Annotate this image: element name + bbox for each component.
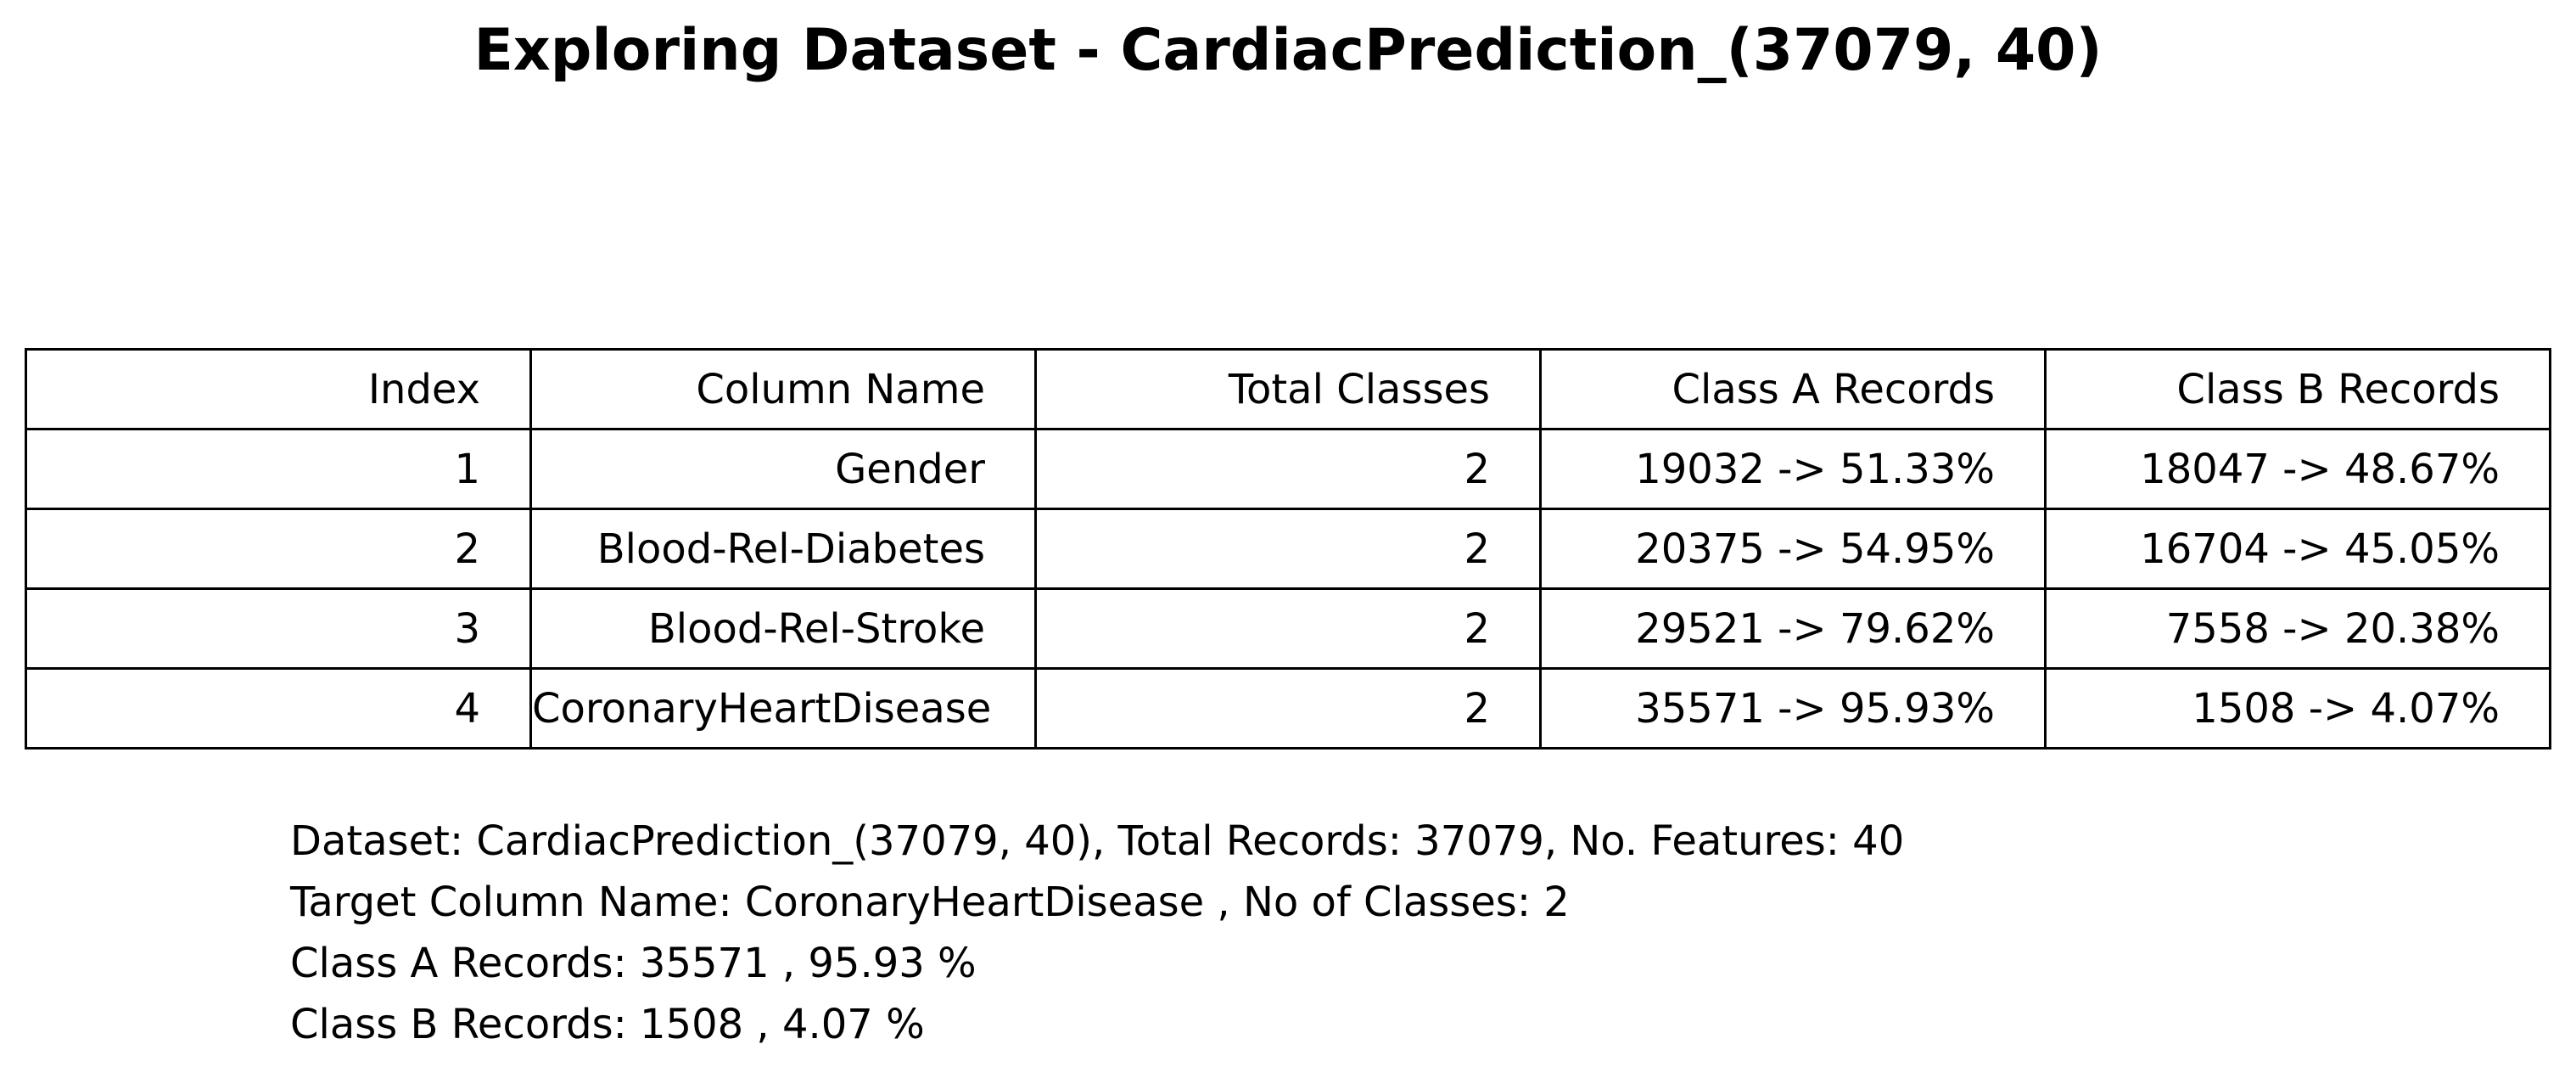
cell-index: 3 bbox=[25, 587, 532, 670]
cell-total-classes: 2 bbox=[1034, 587, 1542, 670]
cell-index: 4 bbox=[25, 667, 532, 750]
header-column-name: Column Name bbox=[529, 348, 1037, 430]
header-index: Index bbox=[25, 348, 532, 430]
header-class-a-records: Class A Records bbox=[1539, 348, 2047, 430]
data-table: Index Column Name Total Classes Class A Rec… bbox=[25, 348, 2551, 750]
summary-line: Class B Records: 1508 , 4.07 % bbox=[290, 1001, 925, 1048]
cell-column-name: CoronaryHeartDisease bbox=[529, 667, 1037, 750]
cell-total-classes: 2 bbox=[1034, 667, 1542, 750]
cell-class-a-records: 29521 -> 79.62% bbox=[1539, 587, 2047, 670]
summary-line: Target Column Name: CoronaryHeartDisease… bbox=[290, 879, 1570, 926]
cell-column-name: Gender bbox=[529, 428, 1037, 510]
cell-total-classes: 2 bbox=[1034, 428, 1542, 510]
summary-block: Dataset: CardiacPrediction_(37079, 40), … bbox=[290, 811, 1904, 1055]
cell-class-b-records: 18047 -> 48.67% bbox=[2044, 428, 2551, 510]
header-total-classes: Total Classes bbox=[1034, 348, 1542, 430]
header-class-b-records: Class B Records bbox=[2044, 348, 2551, 430]
cell-class-b-records: 7558 -> 20.38% bbox=[2044, 587, 2551, 670]
cell-class-a-records: 35571 -> 95.93% bbox=[1539, 667, 2047, 750]
cell-class-b-records: 1508 -> 4.07% bbox=[2044, 667, 2551, 750]
cell-index: 2 bbox=[25, 508, 532, 590]
table-header-row: Index Column Name Total Classes Class A Rec… bbox=[25, 348, 2551, 430]
cell-class-b-records: 16704 -> 45.05% bbox=[2044, 508, 2551, 590]
table-row: 4 CoronaryHeartDisease 2 35571 -> 95.93% 150… bbox=[25, 667, 2551, 750]
summary-line: Class A Records: 35571 , 95.93 % bbox=[290, 940, 977, 987]
chart-title: Exploring Dataset - CardiacPrediction_(3… bbox=[473, 17, 2103, 84]
table-row: 3 Blood-Rel-Stroke 2 29521 -> 79.62% 7558 ->… bbox=[25, 587, 2551, 670]
table-row: 2 Blood-Rel-Diabetes 2 20375 -> 54.95% 16704… bbox=[25, 508, 2551, 590]
cell-class-a-records: 19032 -> 51.33% bbox=[1539, 428, 2047, 510]
cell-column-name: Blood-Rel-Diabetes bbox=[529, 508, 1037, 590]
table-row: 1 Gender 2 19032 -> 51.33% 18047 -> 48.67% bbox=[25, 428, 2551, 510]
cell-total-classes: 2 bbox=[1034, 508, 1542, 590]
summary-line: Dataset: CardiacPrediction_(37079, 40), … bbox=[290, 817, 1905, 865]
cell-class-a-records: 20375 -> 54.95% bbox=[1539, 508, 2047, 590]
cell-column-name: Blood-Rel-Stroke bbox=[529, 587, 1037, 670]
cell-index: 1 bbox=[25, 428, 532, 510]
